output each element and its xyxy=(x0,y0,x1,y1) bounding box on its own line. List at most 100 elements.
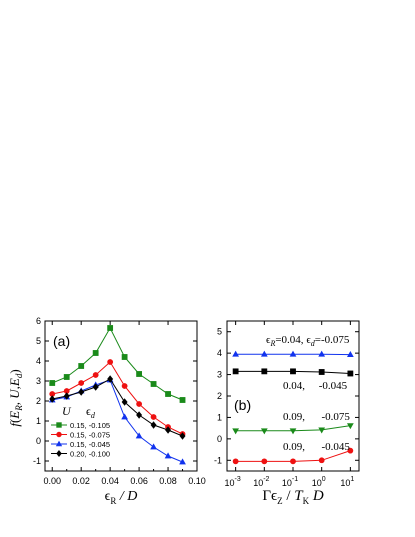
data-point-a-1 xyxy=(92,350,99,356)
data-point-b-2 xyxy=(260,350,268,357)
data-point-a-2 xyxy=(150,414,157,420)
data-point-a-1 xyxy=(49,380,56,386)
x-tick-label-b: 10-3 xyxy=(225,476,241,488)
y-tick-label-b: 3 xyxy=(217,370,222,380)
legend-marker-1 xyxy=(56,422,62,428)
data-point-a-4 xyxy=(63,392,70,400)
x-axis-label-a: ϵR / D xyxy=(105,489,138,506)
data-point-a-3 xyxy=(164,452,172,459)
x-tick-label-a: 0.00 xyxy=(43,476,61,486)
data-point-b-3 xyxy=(289,428,297,435)
data-point-a-1 xyxy=(165,391,171,397)
panel-a: 0.00 0.02 0.04 0.06 0.08 0.10 -1 0 1 2 3 4 5 6 (a) f(… xyxy=(7,316,206,506)
data-point-a-4 xyxy=(121,398,128,406)
data-point-a-3 xyxy=(150,443,157,450)
plot-frame-a xyxy=(44,320,198,472)
data-point-a-2 xyxy=(121,383,128,389)
data-point-b-2 xyxy=(289,350,297,357)
panel-label-a: (a) xyxy=(53,333,70,349)
data-point-b-1 xyxy=(232,368,239,375)
data-point-a-4 xyxy=(165,426,172,434)
data-point-b-2 xyxy=(318,350,326,357)
data-point-b-1 xyxy=(290,368,296,375)
panel-b: 10-3 10-2 10-1 100 101 -1 0 1 2 3 4 5 (b) ϵR=0.04, … xyxy=(214,320,360,506)
data-point-b-4 xyxy=(347,447,354,454)
x-tick-label-a: 0.04 xyxy=(101,476,119,486)
data-point-a-4 xyxy=(78,388,85,396)
data-point-a-1 xyxy=(107,325,114,331)
data-point-a-4 xyxy=(92,383,99,391)
y-axis-label-a: f(ER, U,Ed) xyxy=(7,369,24,426)
y-tick-label-a: 0 xyxy=(36,436,41,446)
x-tick-label-a: 0.08 xyxy=(159,476,177,486)
data-point-b-3 xyxy=(260,428,268,435)
series-label-b-3: 0.09, -0.075 xyxy=(283,411,350,423)
data-point-a-2 xyxy=(78,380,85,386)
y-tick-label-b: 0 xyxy=(217,434,222,444)
annotation-top-b: ϵR=0.04, ϵd=-0.075 xyxy=(266,334,350,348)
series-line-a-1 xyxy=(52,326,183,401)
legend-label-3: 0.15, -0.045 xyxy=(70,440,110,449)
data-point-b-1 xyxy=(318,369,325,375)
data-point-b-2 xyxy=(232,350,240,357)
y-tick-label-b: 4 xyxy=(217,348,222,358)
y-tick-label-a: 3 xyxy=(36,376,41,386)
series-label-b-4: 0.09, -0.045 xyxy=(283,441,350,453)
y-tick-label-b: 2 xyxy=(217,391,222,401)
y-tick-label-a: 6 xyxy=(36,316,41,326)
data-point-b-4 xyxy=(318,457,325,464)
data-point-a-2 xyxy=(107,359,114,365)
data-point-a-2 xyxy=(136,401,142,407)
data-point-a-3 xyxy=(135,432,143,439)
data-point-a-3 xyxy=(179,458,186,465)
data-point-a-4 xyxy=(150,421,157,429)
x-tick-label-b: 101 xyxy=(340,476,354,488)
panel-label-b: (b) xyxy=(234,397,251,413)
y-tick-label-a: 4 xyxy=(36,356,41,366)
x-tick-label-b: 10-2 xyxy=(253,476,269,488)
legend-header-eps-d: ϵd xyxy=(86,404,96,420)
legend-header-u: U xyxy=(62,404,72,418)
data-point-a-4 xyxy=(107,375,114,383)
y-tick-label-b: 5 xyxy=(217,327,222,337)
y-tick-label-a: -1 xyxy=(33,456,41,466)
x-tick-label-a: 0.10 xyxy=(188,476,206,486)
legend-label-1: 0.15, -0.105 xyxy=(70,421,110,430)
data-point-a-4 xyxy=(49,395,56,403)
legend-marker-3 xyxy=(55,440,63,447)
x-axis-label-b: ΓϵZ / TK D xyxy=(262,488,324,506)
y-tick-label-a: 1 xyxy=(36,416,41,426)
data-point-b-3 xyxy=(232,428,240,435)
data-point-a-4 xyxy=(179,432,186,440)
data-point-b-3 xyxy=(318,427,326,434)
series-label-b-1: 0.04, -0.045 xyxy=(283,380,348,392)
legend-marker-4 xyxy=(56,450,62,457)
legend-marker-2 xyxy=(56,431,62,438)
data-point-b-4 xyxy=(290,458,296,465)
data-point-b-4 xyxy=(232,458,239,465)
y-tick-label-b: -1 xyxy=(214,455,222,465)
data-point-a-4 xyxy=(136,411,143,419)
data-point-a-1 xyxy=(121,354,128,360)
y-tick-label-a: 2 xyxy=(36,396,41,406)
data-point-a-2 xyxy=(92,372,99,378)
data-point-b-4 xyxy=(261,458,268,465)
legend-label-4: 0.20, -0.100 xyxy=(70,450,110,459)
y-tick-label-b: 1 xyxy=(217,412,222,422)
legend-label-2: 0.15, -0.075 xyxy=(70,431,110,440)
data-point-b-1 xyxy=(261,368,268,375)
data-point-a-1 xyxy=(150,381,157,387)
data-point-a-1 xyxy=(63,374,70,380)
data-point-a-3 xyxy=(121,413,128,420)
data-point-a-1 xyxy=(136,371,142,377)
x-tick-label-a: 0.06 xyxy=(130,476,148,486)
series-line-a-2 xyxy=(52,361,183,435)
x-tick-label-b: 10-1 xyxy=(282,476,298,488)
x-tick-label-a: 0.02 xyxy=(72,476,90,486)
series-line-a-4 xyxy=(52,378,183,437)
data-point-b-1 xyxy=(347,370,354,377)
data-point-b-2 xyxy=(346,351,354,358)
data-point-a-1 xyxy=(179,397,186,403)
